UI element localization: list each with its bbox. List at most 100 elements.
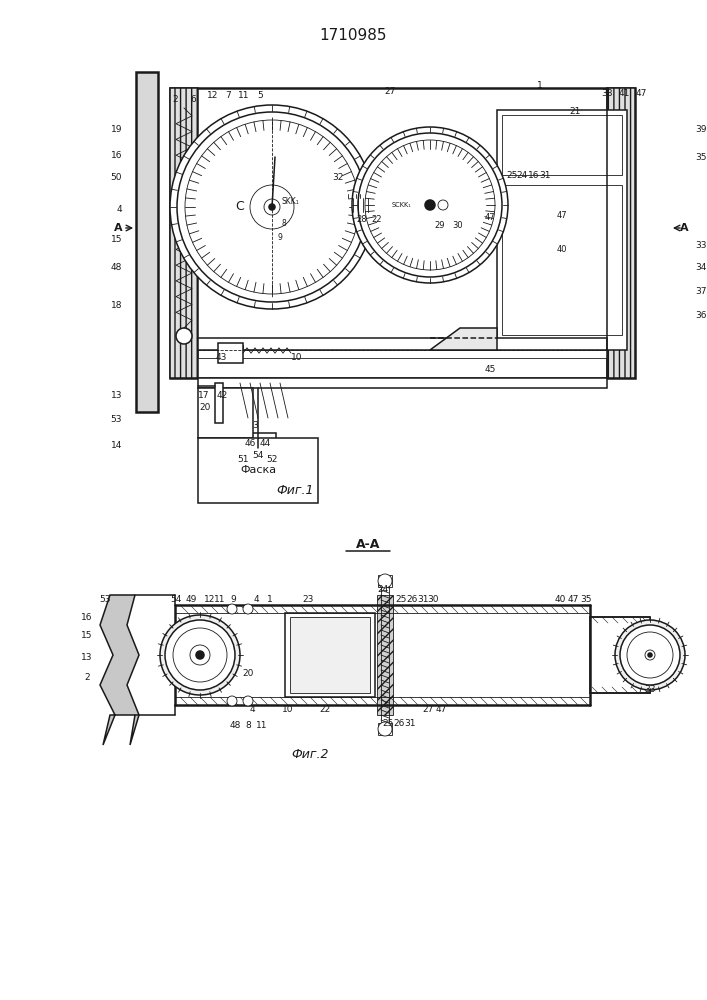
Text: 44: 44 xyxy=(259,438,271,448)
Text: 15: 15 xyxy=(81,631,93,640)
Bar xyxy=(285,613,375,697)
Text: 4: 4 xyxy=(253,595,259,604)
Text: 19: 19 xyxy=(110,125,122,134)
Text: 46: 46 xyxy=(245,438,256,448)
Text: 41: 41 xyxy=(619,90,630,99)
Text: 31: 31 xyxy=(404,718,416,728)
Text: 22: 22 xyxy=(320,706,331,714)
Bar xyxy=(198,438,318,503)
Text: 9: 9 xyxy=(230,595,236,604)
Text: С: С xyxy=(235,200,245,214)
Text: 25: 25 xyxy=(395,595,407,604)
Bar xyxy=(455,198,465,212)
Text: 28: 28 xyxy=(357,216,368,225)
Text: 32: 32 xyxy=(332,174,344,182)
Text: 53: 53 xyxy=(110,416,122,424)
Circle shape xyxy=(648,653,652,657)
Circle shape xyxy=(358,133,502,277)
Circle shape xyxy=(190,645,210,665)
Text: 35: 35 xyxy=(695,153,706,162)
Text: 5: 5 xyxy=(257,92,263,101)
Text: 12: 12 xyxy=(204,595,216,604)
Polygon shape xyxy=(100,595,139,745)
Text: 31: 31 xyxy=(539,172,551,180)
Text: 25: 25 xyxy=(382,718,394,728)
Text: 53: 53 xyxy=(99,595,111,604)
Text: 42: 42 xyxy=(216,391,228,400)
Text: 52: 52 xyxy=(267,456,278,464)
Bar xyxy=(170,88,198,378)
Text: 40: 40 xyxy=(554,595,566,604)
Circle shape xyxy=(170,105,374,309)
Bar xyxy=(607,88,635,378)
Text: 38: 38 xyxy=(601,90,613,99)
Text: 35: 35 xyxy=(580,595,592,604)
Polygon shape xyxy=(430,328,497,350)
Text: 14: 14 xyxy=(110,442,122,450)
Bar xyxy=(170,88,635,378)
Text: 54: 54 xyxy=(252,452,264,460)
Text: 47: 47 xyxy=(636,90,647,99)
Circle shape xyxy=(177,112,367,302)
Text: 1: 1 xyxy=(267,595,273,604)
Text: 36: 36 xyxy=(695,310,706,320)
Text: 10: 10 xyxy=(291,354,303,362)
Text: 47: 47 xyxy=(556,211,567,220)
Text: 2: 2 xyxy=(173,95,178,104)
Text: 24: 24 xyxy=(378,585,389,594)
Bar xyxy=(198,378,607,388)
Text: 6: 6 xyxy=(190,95,196,104)
Text: 47: 47 xyxy=(567,595,579,604)
Text: 16: 16 xyxy=(81,612,93,621)
Text: 25: 25 xyxy=(506,172,518,180)
Text: 26: 26 xyxy=(407,595,418,604)
Circle shape xyxy=(243,696,253,706)
Text: 50: 50 xyxy=(110,174,122,182)
Text: Фиг.1: Фиг.1 xyxy=(276,484,314,496)
Bar xyxy=(378,723,392,735)
Bar xyxy=(136,72,158,412)
Text: 33: 33 xyxy=(644,686,656,694)
Text: 34: 34 xyxy=(695,263,706,272)
Circle shape xyxy=(378,574,392,588)
Text: 33: 33 xyxy=(695,240,706,249)
Text: 21: 21 xyxy=(569,107,580,116)
Text: 1710985: 1710985 xyxy=(320,27,387,42)
Circle shape xyxy=(365,140,495,270)
Text: A: A xyxy=(680,223,689,233)
Text: 27: 27 xyxy=(422,706,433,714)
Text: 31: 31 xyxy=(417,595,428,604)
Text: 18: 18 xyxy=(110,300,122,310)
Circle shape xyxy=(620,625,680,685)
Text: SCKK₁: SCKK₁ xyxy=(391,202,411,208)
Text: 48: 48 xyxy=(229,720,240,730)
Circle shape xyxy=(185,120,359,294)
Bar xyxy=(218,343,243,363)
Circle shape xyxy=(645,650,655,660)
Text: 16: 16 xyxy=(528,172,539,180)
Bar xyxy=(497,110,627,350)
Text: 47: 47 xyxy=(436,706,447,714)
Circle shape xyxy=(352,127,508,283)
Text: 37: 37 xyxy=(695,288,706,296)
Text: 49: 49 xyxy=(185,595,197,604)
Text: 11: 11 xyxy=(256,720,268,730)
Text: 15: 15 xyxy=(110,235,122,244)
Text: 47: 47 xyxy=(485,214,496,223)
Text: SKK₁: SKK₁ xyxy=(281,198,299,207)
Text: 43: 43 xyxy=(216,354,227,362)
Bar xyxy=(198,350,607,358)
Bar xyxy=(590,617,650,693)
Bar xyxy=(378,575,392,587)
Bar xyxy=(198,388,253,438)
Circle shape xyxy=(196,651,204,659)
Text: 9: 9 xyxy=(278,232,282,241)
Bar xyxy=(378,198,424,212)
Circle shape xyxy=(243,604,253,614)
Text: 29: 29 xyxy=(435,221,445,230)
Text: 39: 39 xyxy=(695,125,706,134)
Circle shape xyxy=(227,604,237,614)
Text: А-А: А-А xyxy=(356,538,380,552)
Text: 4: 4 xyxy=(249,706,255,714)
Text: 20: 20 xyxy=(199,403,211,412)
